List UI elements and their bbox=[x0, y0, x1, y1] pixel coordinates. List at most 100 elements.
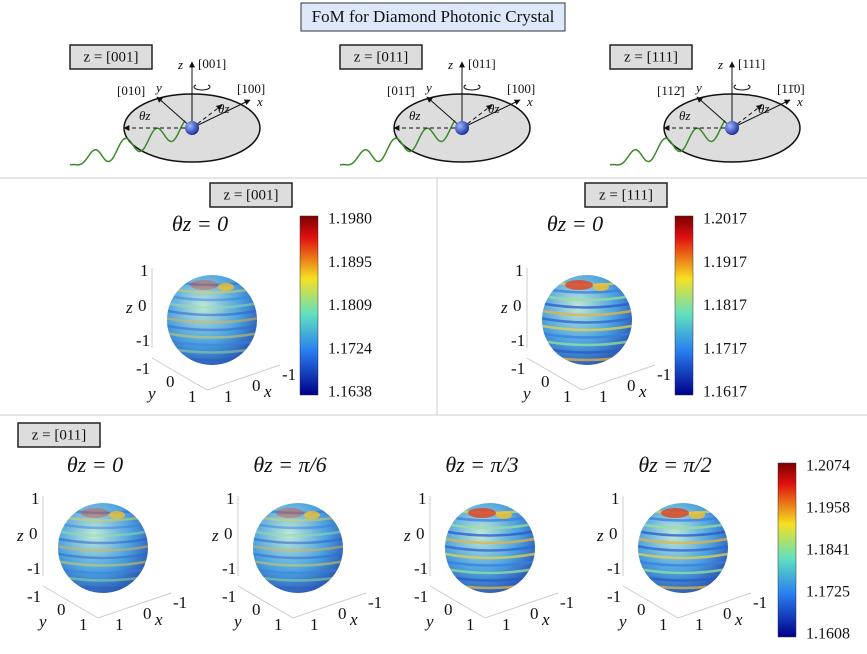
x-tick: -1 bbox=[282, 365, 296, 384]
stripe bbox=[638, 551, 728, 560]
label: z = [011] bbox=[32, 427, 87, 443]
x-tick: 1 bbox=[599, 387, 608, 406]
angle-label: θz bbox=[218, 101, 229, 116]
angle-label: θz bbox=[758, 101, 769, 116]
z-tick: 1 bbox=[226, 489, 235, 508]
axis-label: y bbox=[154, 80, 162, 95]
label-box bbox=[584, 182, 668, 208]
dashed-arrow bbox=[731, 104, 763, 129]
z-label: z bbox=[211, 526, 219, 545]
z-tick: 1 bbox=[611, 489, 620, 508]
sphere-dot bbox=[725, 121, 739, 135]
dir-label: [100] bbox=[507, 81, 535, 96]
stripe bbox=[542, 308, 632, 317]
colorbar bbox=[299, 215, 319, 396]
label-box bbox=[17, 422, 101, 448]
colorbar-label: 1.2017 bbox=[703, 211, 747, 228]
hot-spot bbox=[190, 280, 218, 290]
label: z = [001] bbox=[223, 187, 278, 203]
stripe bbox=[253, 551, 343, 560]
x-label: x bbox=[263, 382, 272, 401]
y-tick: -1 bbox=[511, 359, 525, 378]
colorbar-label: 1.1841 bbox=[806, 542, 850, 559]
x-tick: 0 bbox=[252, 376, 261, 395]
sphere bbox=[58, 503, 148, 593]
sphere bbox=[167, 275, 257, 365]
axis-arrow bbox=[731, 99, 791, 129]
dir-label: [011] bbox=[468, 56, 496, 71]
angle-label: θz bbox=[488, 101, 499, 116]
colorbar-label: 1.1638 bbox=[328, 384, 372, 401]
stripe bbox=[253, 544, 343, 552]
box-line bbox=[526, 357, 656, 391]
axis-label: x bbox=[796, 94, 803, 109]
label: z = [011] bbox=[354, 49, 409, 65]
y-tick: -1 bbox=[136, 359, 150, 378]
stripe bbox=[542, 316, 632, 324]
figure-title: FoM for Diamond Photonic Crystal bbox=[312, 7, 555, 26]
z-tick: 0 bbox=[138, 296, 147, 315]
label-box bbox=[69, 44, 153, 70]
title-box bbox=[300, 2, 566, 32]
colorbar-label: 1.1980 bbox=[328, 211, 372, 228]
box-line bbox=[429, 585, 559, 619]
stripe bbox=[58, 536, 148, 545]
stripe bbox=[542, 331, 632, 339]
x-tick: 1 bbox=[224, 387, 233, 406]
hot-spot bbox=[81, 508, 109, 518]
x-tick: 0 bbox=[530, 604, 539, 623]
axis-label: x bbox=[526, 94, 533, 109]
x-tick: 0 bbox=[143, 604, 152, 623]
y-tick: 1 bbox=[466, 615, 475, 634]
y-tick: 0 bbox=[57, 600, 66, 619]
z-tick: -1 bbox=[136, 331, 150, 350]
axis-arrow bbox=[426, 96, 463, 129]
y-tick: -1 bbox=[222, 587, 236, 606]
x-tick: -1 bbox=[657, 365, 671, 384]
x-tick: -1 bbox=[368, 593, 382, 612]
rotation bbox=[463, 84, 481, 91]
z-tick: 0 bbox=[224, 524, 233, 543]
box-line bbox=[42, 585, 172, 619]
sphere bbox=[445, 503, 535, 593]
y-tick: 0 bbox=[637, 600, 646, 619]
box-line bbox=[151, 357, 281, 391]
stripe bbox=[58, 544, 148, 552]
colorbar-label: 1.1717 bbox=[703, 340, 747, 357]
wave bbox=[609, 120, 726, 166]
stripe bbox=[253, 529, 343, 537]
y-label: y bbox=[424, 612, 434, 631]
x-label: x bbox=[154, 610, 163, 629]
dir-label: [011̄] bbox=[387, 83, 415, 98]
colorbar bbox=[777, 462, 797, 638]
stripe bbox=[638, 529, 728, 537]
x-tick: -1 bbox=[173, 593, 187, 612]
stripe bbox=[253, 559, 343, 567]
axis-label: z bbox=[717, 57, 723, 72]
y-tick: -1 bbox=[607, 587, 621, 606]
dir-label: [111] bbox=[738, 56, 765, 71]
stripes bbox=[167, 278, 257, 365]
z-tick: 1 bbox=[515, 261, 524, 280]
z-label: z bbox=[403, 526, 411, 545]
stripe bbox=[58, 529, 148, 537]
y-tick: 1 bbox=[188, 387, 197, 406]
x-label: x bbox=[349, 610, 358, 629]
box-line bbox=[622, 585, 752, 619]
stripe bbox=[167, 316, 257, 324]
y-label: y bbox=[146, 384, 156, 403]
label-box bbox=[609, 44, 693, 70]
label-box bbox=[209, 182, 293, 208]
z-tick: -1 bbox=[222, 559, 236, 578]
axis-arrow bbox=[191, 99, 251, 129]
y-tick: 1 bbox=[274, 615, 283, 634]
stripe bbox=[445, 529, 535, 537]
x-tick: 1 bbox=[115, 615, 124, 634]
sphere-dot bbox=[455, 121, 469, 135]
panel-title: θz = π/2 bbox=[638, 452, 711, 477]
hot-spot bbox=[109, 511, 125, 519]
x-label: x bbox=[638, 382, 647, 401]
sphere bbox=[638, 503, 728, 593]
panel-title: θz = 0 bbox=[172, 211, 228, 236]
